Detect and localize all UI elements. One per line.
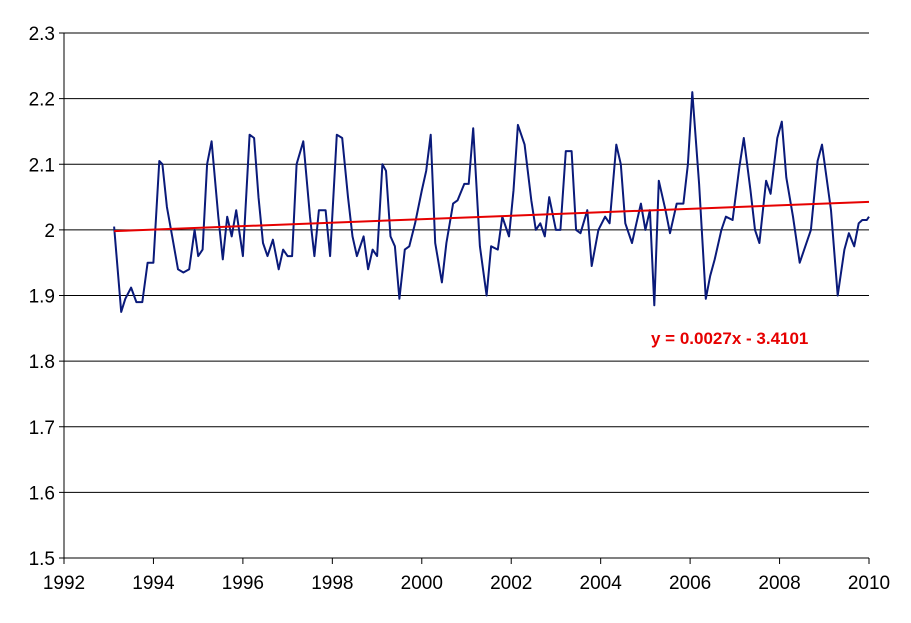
y-tick-label: 1.7 xyxy=(29,418,55,439)
y-tick-label: 1.5 xyxy=(29,549,55,570)
y-tick-label: 1.6 xyxy=(29,483,55,504)
series-line xyxy=(113,91,870,313)
x-tick-label: 2002 xyxy=(490,573,532,594)
x-tick-label: 2000 xyxy=(401,573,443,594)
x-tick-label: 2010 xyxy=(848,573,890,594)
x-tick-label: 1992 xyxy=(43,573,85,594)
trendline-equation: y = 0.0027x - 3.4101 xyxy=(651,329,808,348)
x-tick-label: 1996 xyxy=(222,573,264,594)
x-tick-label: 2006 xyxy=(669,573,711,594)
x-axis-ticks: 1992 1994 1996 1998 2000 2002 2004 2006 2008 2010 xyxy=(43,558,890,594)
x-tick-label: 1998 xyxy=(311,573,353,594)
y-tick-label: 1.9 xyxy=(29,287,55,308)
y-tick-label: 1.8 xyxy=(29,352,55,373)
y-tick-label: 2.3 xyxy=(29,24,55,45)
y-tick-label: 2 xyxy=(44,221,55,242)
x-tick-label: 1994 xyxy=(132,573,175,594)
trendline xyxy=(114,200,870,233)
y-axis-ticks: 1.5 1.6 1.7 1.8 1.9 2 2.1 2.2 2.3 xyxy=(29,24,64,570)
x-tick-label: 2004 xyxy=(580,573,623,594)
y-tick-label: 2.2 xyxy=(29,90,55,111)
series-group xyxy=(113,91,870,313)
y-tick-label: 2.1 xyxy=(29,155,55,176)
x-tick-label: 2008 xyxy=(758,573,800,594)
gridlines xyxy=(64,32,869,493)
